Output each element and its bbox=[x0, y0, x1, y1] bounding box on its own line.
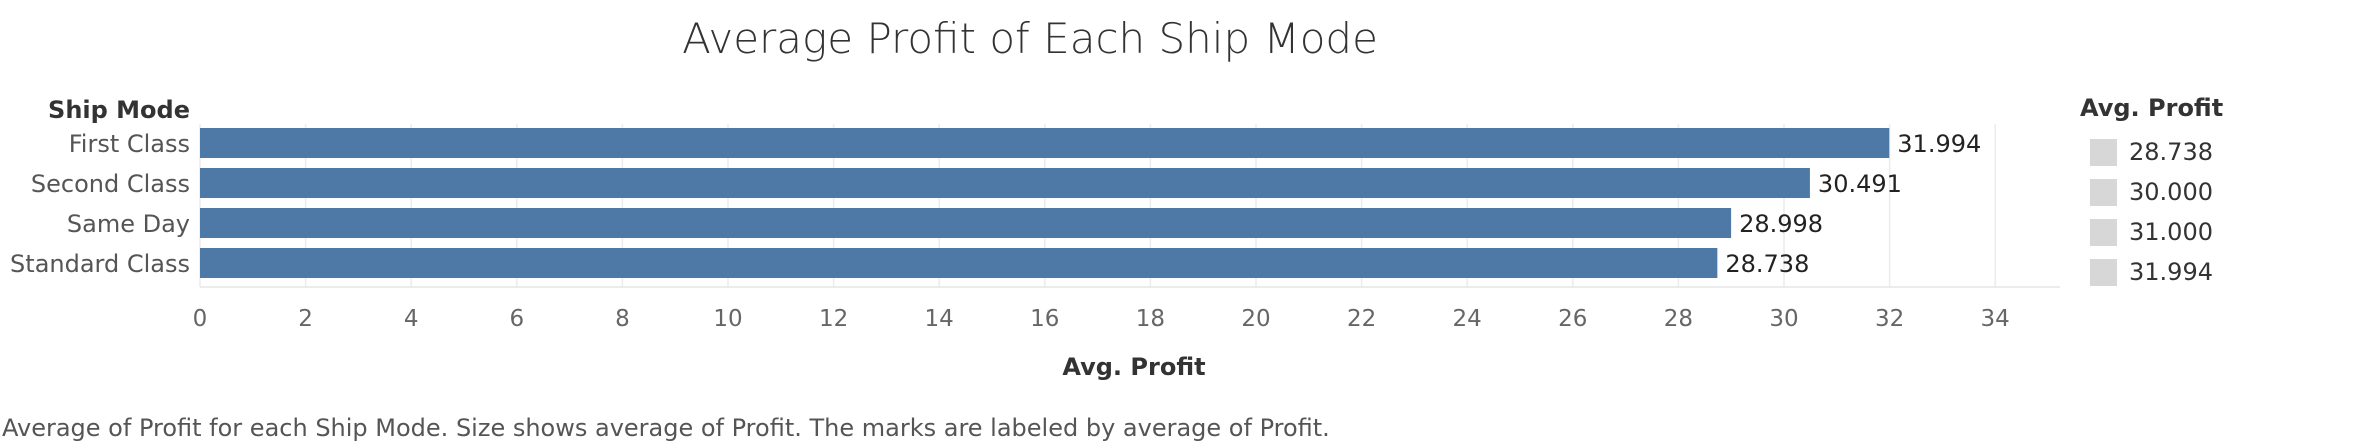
legend-label: 28.738 bbox=[2129, 138, 2213, 166]
x-tick-label: 8 bbox=[615, 306, 630, 332]
legend-item: 28.738 bbox=[2080, 132, 2340, 172]
x-tick-label: 22 bbox=[1347, 306, 1376, 332]
x-tick-label: 16 bbox=[1030, 306, 1059, 332]
x-tick-label: 24 bbox=[1453, 306, 1482, 332]
x-axis-ticks: 0 2 4 6 8 10 12 14 16 18 20 22 24 26 28 30 32 34 bbox=[193, 306, 2010, 332]
x-tick-label: 18 bbox=[1136, 306, 1165, 332]
x-tick-label: 0 bbox=[193, 306, 208, 332]
x-tick-label: 6 bbox=[509, 306, 524, 332]
data-label: 28.738 bbox=[1725, 250, 1809, 278]
data-label: 28.998 bbox=[1739, 210, 1823, 238]
category-label: Second Class bbox=[31, 170, 190, 198]
x-tick-label: 20 bbox=[1241, 306, 1270, 332]
legend-item: 31.000 bbox=[2080, 212, 2340, 252]
category-label: Standard Class bbox=[10, 250, 190, 278]
data-label: 30.491 bbox=[1818, 170, 1902, 198]
legend-swatch bbox=[2090, 258, 2117, 286]
x-tick-label: 30 bbox=[1769, 306, 1798, 332]
legend-swatch bbox=[2090, 218, 2117, 246]
bar bbox=[200, 208, 1732, 238]
x-tick-label: 2 bbox=[298, 306, 313, 332]
legend-title: Avg. Profit bbox=[2080, 94, 2224, 122]
legend-label: 31.000 bbox=[2129, 218, 2213, 246]
legend-label: 31.994 bbox=[2129, 258, 2213, 286]
bars bbox=[200, 128, 1890, 278]
x-tick-label: 34 bbox=[1981, 306, 2010, 332]
size-legend: Avg. Profit 28.738 30.000 31.000 31.994 bbox=[2080, 94, 2340, 292]
x-tick-label: 28 bbox=[1664, 306, 1693, 332]
category-label: First Class bbox=[69, 130, 190, 158]
category-label: Same Day bbox=[67, 210, 190, 238]
chart-title: Average Profit of Each Ship Mode bbox=[682, 14, 1378, 63]
x-tick-label: 4 bbox=[404, 306, 419, 332]
x-axis-label: Avg. Profit bbox=[1062, 353, 1205, 381]
legend-item: 30.000 bbox=[2080, 172, 2340, 212]
category-header: Ship Mode bbox=[48, 96, 190, 124]
data-labels: 31.994 30.491 28.998 28.738 bbox=[1725, 130, 1981, 278]
legend-items: 28.738 30.000 31.000 31.994 bbox=[2080, 132, 2340, 292]
legend-swatch bbox=[2090, 138, 2117, 166]
bar-chart: Ship Mode First Class Second Class Same Da… bbox=[10, 96, 2060, 381]
x-tick-label: 26 bbox=[1558, 306, 1587, 332]
legend-swatch bbox=[2090, 178, 2117, 206]
bar bbox=[200, 168, 1810, 198]
x-tick-label: 10 bbox=[713, 306, 742, 332]
bar bbox=[200, 248, 1718, 278]
x-tick-label: 14 bbox=[925, 306, 954, 332]
x-tick-label: 12 bbox=[819, 306, 848, 332]
legend-label: 30.000 bbox=[2129, 178, 2213, 206]
x-tick-label: 32 bbox=[1875, 306, 1904, 332]
category-labels: First Class Second Class Same Day Standard … bbox=[10, 130, 190, 278]
legend-item: 31.994 bbox=[2080, 252, 2340, 292]
chart-caption: Average of Profit for each Ship Mode. Si… bbox=[2, 414, 1330, 442]
data-label: 31.994 bbox=[1897, 130, 1981, 158]
bar bbox=[200, 128, 1890, 158]
